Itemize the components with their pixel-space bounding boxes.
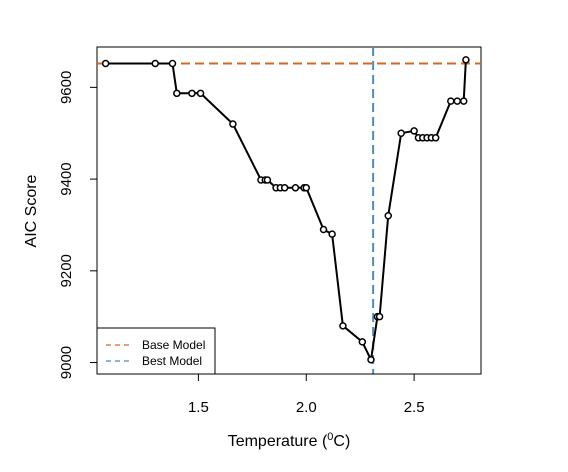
data-point: [453, 97, 462, 105]
x-axis-label: Temperature (0C): [228, 431, 351, 450]
data-point: [319, 225, 328, 234]
data-point: [188, 89, 196, 98]
legend: Base Model Best Model: [96, 327, 216, 375]
data-point: [291, 184, 300, 192]
y-tick-label: 9600: [58, 71, 75, 104]
legend-label-best-model: Best Model: [142, 354, 202, 368]
data-point: [196, 89, 205, 98]
plot-area: [96, 46, 482, 375]
legend-box: [96, 327, 216, 375]
series-line: [105, 59, 467, 364]
data-point: [397, 129, 405, 137]
data-point: [173, 89, 181, 98]
legend-label-base-model: Base Model: [142, 338, 205, 352]
plot-frame: [96, 46, 482, 375]
data-point: [358, 338, 367, 346]
data-point: [280, 184, 289, 192]
x-tick-label: 2.5: [404, 399, 425, 416]
data-point: [302, 184, 311, 192]
x-tick-label: 1.5: [188, 399, 209, 416]
data-point: [339, 322, 347, 330]
y-tick-label: 9200: [58, 254, 75, 287]
data-point: [375, 312, 384, 321]
x-tick-label: 2.0: [296, 399, 317, 416]
y-axis: 9000 9200 9400 9600: [58, 71, 98, 379]
data-point: [384, 212, 392, 220]
data-point: [229, 120, 237, 128]
data-point: [263, 176, 272, 184]
data-point: [431, 134, 440, 142]
data-points: [101, 56, 470, 364]
y-tick-label: 9000: [58, 346, 75, 379]
data-point: [367, 356, 375, 364]
data-point: [328, 230, 336, 238]
data-point: [447, 97, 455, 105]
data-point: [168, 59, 177, 68]
data-point: [101, 59, 110, 68]
x-axis: 1.5 2.0 2.5: [188, 373, 425, 416]
data-point: [151, 59, 159, 68]
data-point: [459, 97, 468, 105]
data-point: [462, 56, 470, 64]
y-axis-label: AIC Score: [23, 174, 40, 247]
x-axis-label-superscript: 0: [327, 431, 333, 443]
data-point: [410, 127, 418, 135]
y-tick-label: 9400: [58, 162, 75, 195]
